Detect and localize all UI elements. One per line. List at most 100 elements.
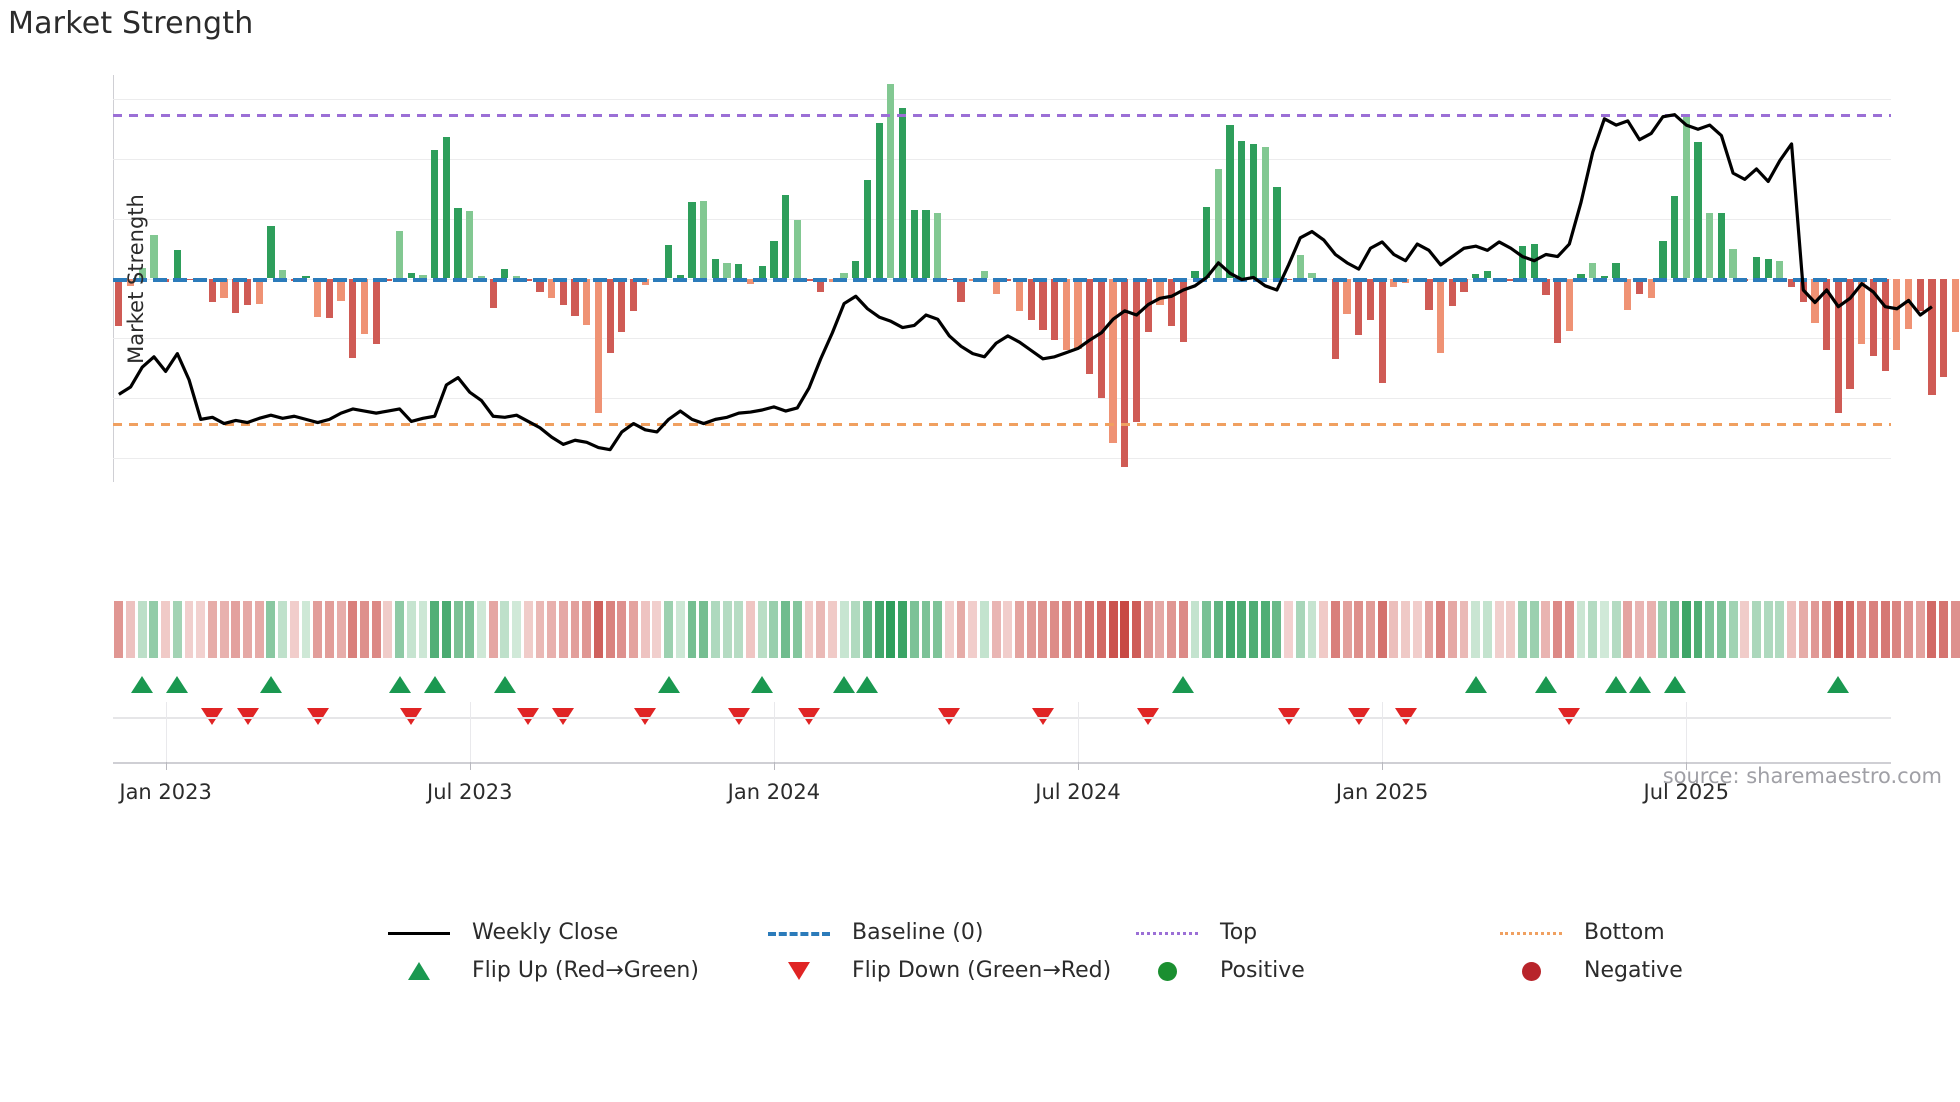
flip-down-marker[interactable]: [1558, 708, 1581, 725]
flip-up-marker[interactable]: [166, 676, 189, 693]
flip-down-marker[interactable]: [727, 708, 750, 725]
x-axis-tick-label: Jan 2023: [119, 780, 212, 804]
heatmap-cell: [324, 601, 334, 658]
legend-item-flip-up[interactable]: Flip Up (Red→Green): [380, 958, 699, 983]
heatmap-cell: [699, 601, 709, 658]
flip-down-marker[interactable]: [236, 708, 259, 725]
heatmap-cell: [161, 601, 171, 658]
heatmap-cell: [406, 601, 416, 658]
strength-bar: [711, 259, 720, 279]
flip-up-marker[interactable]: [833, 676, 856, 693]
flip-up-marker[interactable]: [1534, 676, 1557, 693]
flip-down-marker[interactable]: [1277, 708, 1300, 725]
flip-up-marker[interactable]: [493, 676, 516, 693]
heatmap-cell: [1518, 601, 1527, 658]
heatmap-cell: [582, 601, 592, 658]
strength-bar: [922, 209, 930, 279]
flip-down-marker[interactable]: [797, 708, 820, 725]
legend-item-weekly-close[interactable]: Weekly Close: [380, 920, 618, 945]
legend-item-top[interactable]: Top: [1128, 920, 1257, 945]
heatmap-cell: [839, 601, 849, 658]
flip-up-marker[interactable]: [1172, 676, 1195, 693]
flip-up-marker[interactable]: [1663, 676, 1686, 693]
flip-up-marker[interactable]: [1464, 676, 1487, 693]
strength-bar: [817, 278, 825, 292]
legend-label: Flip Down (Green→Red): [852, 958, 1112, 983]
flip-down-marker[interactable]: [1031, 708, 1054, 725]
strength-bar: [723, 262, 731, 279]
heatmap-cell: [395, 601, 404, 658]
flip-down-marker[interactable]: [1347, 708, 1370, 725]
gridline: [113, 218, 1891, 220]
heatmap-cell: [1716, 601, 1726, 658]
heatmap-cell: [886, 601, 896, 658]
heatmap-cell: [722, 601, 732, 658]
heatmap-cell: [1330, 601, 1340, 658]
flip-down-marker[interactable]: [1394, 708, 1417, 725]
heatmap-cell: [547, 601, 557, 658]
legend-item-bottom[interactable]: Bottom: [1492, 920, 1665, 945]
x-axis-tick-label: Jul 2023: [427, 780, 513, 804]
weekly-close-path: [118, 113, 1933, 452]
legend-item-positive[interactable]: Positive: [1128, 958, 1305, 983]
strength-bar: [828, 278, 836, 283]
heatmap-cell: [301, 601, 311, 658]
flip-down-marker[interactable]: [517, 708, 540, 725]
flip-up-marker[interactable]: [751, 676, 774, 693]
heatmap-cell: [1424, 601, 1434, 658]
flip-up-marker[interactable]: [1827, 676, 1850, 693]
flip-down-marker[interactable]: [552, 708, 575, 725]
heatmap-cell: [1120, 601, 1130, 658]
flip-down-marker[interactable]: [938, 708, 961, 725]
flip-up-marker[interactable]: [856, 676, 879, 693]
strength-bar: [1834, 278, 1842, 414]
strength-bar: [805, 278, 813, 282]
flip-up-marker[interactable]: [388, 676, 411, 693]
strength-bar: [442, 136, 450, 279]
heatmap-cell: [1728, 601, 1738, 658]
legend-item-flip-down[interactable]: Flip Down (Green→Red): [760, 958, 1111, 983]
flip-down-marker[interactable]: [306, 708, 329, 725]
strength-bar: [1460, 278, 1468, 292]
heatmap-cell: [1857, 601, 1867, 658]
heatmap-cell: [1482, 601, 1492, 658]
strength-bar: [1343, 278, 1351, 315]
strength-bar: [512, 276, 521, 279]
strength-bar: [1448, 278, 1456, 307]
flip-up-marker[interactable]: [1628, 676, 1651, 693]
heatmap-cell: [1366, 601, 1375, 658]
strength-bar: [606, 278, 614, 354]
heatmap-cell: [1529, 601, 1539, 658]
strength-bar: [524, 278, 532, 282]
flip-down-marker[interactable]: [201, 708, 224, 725]
strength-bar: [1893, 278, 1901, 351]
heatmap-cell: [453, 601, 463, 658]
flip-up-marker[interactable]: [657, 676, 680, 693]
flip-up-marker[interactable]: [423, 676, 446, 693]
heatmap-cell: [1740, 601, 1750, 658]
heatmap-cell: [126, 601, 135, 658]
flip-up-marker[interactable]: [131, 676, 154, 693]
strength-bar: [1437, 278, 1445, 354]
heatmap-cell: [827, 601, 837, 658]
flip-down-marker[interactable]: [400, 708, 423, 725]
heatmap-cell: [1155, 601, 1165, 658]
heatmap-cell: [617, 601, 627, 658]
strength-bar: [1179, 278, 1187, 342]
gridline: [113, 98, 1891, 100]
strength-bar: [501, 268, 509, 279]
flip-up-marker[interactable]: [1605, 676, 1628, 693]
heatmap-cell: [207, 601, 217, 658]
flip-marker-rows: [113, 672, 1891, 732]
heatmap-cell: [1073, 601, 1083, 658]
strength-bar: [489, 278, 497, 308]
flip-down-marker[interactable]: [1137, 708, 1160, 725]
chart-legend: Weekly Close Baseline (0) Top Bottom Fli…: [0, 920, 1960, 996]
legend-item-baseline[interactable]: Baseline (0): [760, 920, 983, 945]
strength-bar: [969, 278, 977, 281]
legend-item-negative[interactable]: Negative: [1492, 958, 1683, 983]
flip-down-marker[interactable]: [634, 708, 657, 725]
flip-up-marker[interactable]: [259, 676, 282, 693]
strength-bar: [1203, 206, 1211, 279]
heatmap-cell: [196, 601, 206, 658]
